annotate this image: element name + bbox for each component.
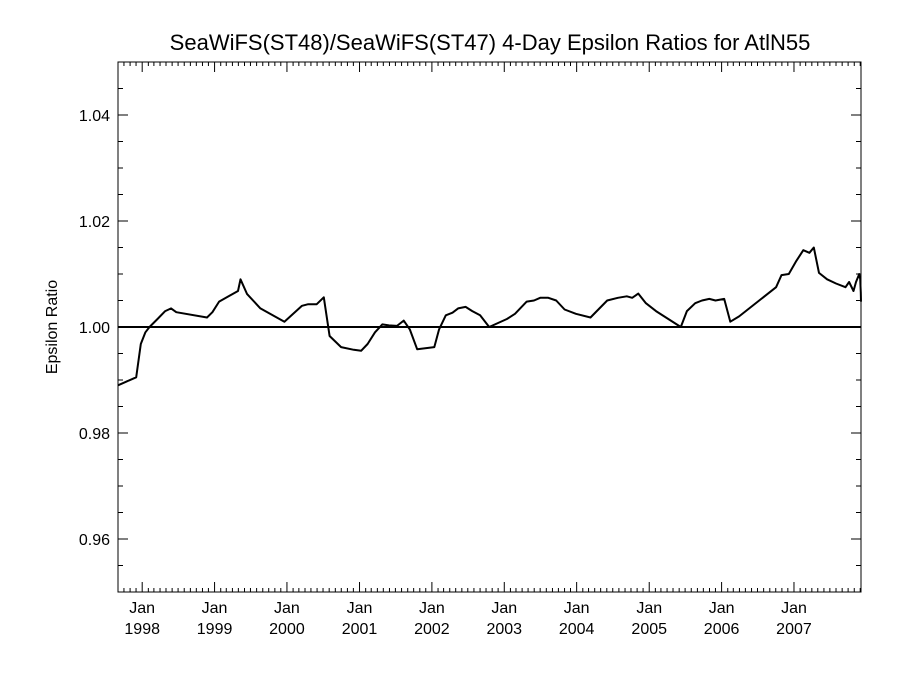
y-tick-label: 0.96 xyxy=(79,532,110,549)
y-tick-label: 1.04 xyxy=(79,108,110,125)
x-tick-label-month: Jan xyxy=(419,600,445,617)
tick-labels: 0.96 0.98 1.00 1.02 1.04 Jan 1998 Jan 1999 Jan 200… xyxy=(79,108,812,638)
x-tick-label-month: Jan xyxy=(274,600,300,617)
x-tick-label-year: 2002 xyxy=(414,621,450,638)
x-tick-label-year: 2000 xyxy=(269,621,305,638)
y-axis-label: Epsilon Ratio xyxy=(44,280,61,374)
x-tick-label-year: 1999 xyxy=(197,621,233,638)
x-tick-label-year: 2006 xyxy=(704,621,740,638)
x-tick-label-month: Jan xyxy=(709,600,735,617)
x-tick-label-month: Jan xyxy=(564,600,590,617)
x-tick-label-year: 2001 xyxy=(342,621,378,638)
x-tick-label-month: Jan xyxy=(347,600,373,617)
y-tick-label: 1.00 xyxy=(79,320,110,337)
x-tick-label-year: 2005 xyxy=(631,621,667,638)
x-tick-label-year: 2007 xyxy=(776,621,812,638)
x-tick-label-month: Jan xyxy=(636,600,662,617)
y-tick-label: 0.98 xyxy=(79,426,110,443)
x-tick-label-year: 1998 xyxy=(124,621,160,638)
x-tick-label-month: Jan xyxy=(202,600,228,617)
x-tick-label-month: Jan xyxy=(129,600,155,617)
series-line xyxy=(117,246,862,387)
x-tick-label-month: Jan xyxy=(781,600,807,617)
y-tick-label: 1.02 xyxy=(79,214,110,231)
chart-title: SeaWiFS(ST48)/SeaWiFS(ST47) 4-Day Epsilo… xyxy=(170,30,811,55)
x-tick-label-month: Jan xyxy=(491,600,517,617)
x-tick-label-year: 2003 xyxy=(486,621,522,638)
x-tick-label-year: 2004 xyxy=(559,621,595,638)
